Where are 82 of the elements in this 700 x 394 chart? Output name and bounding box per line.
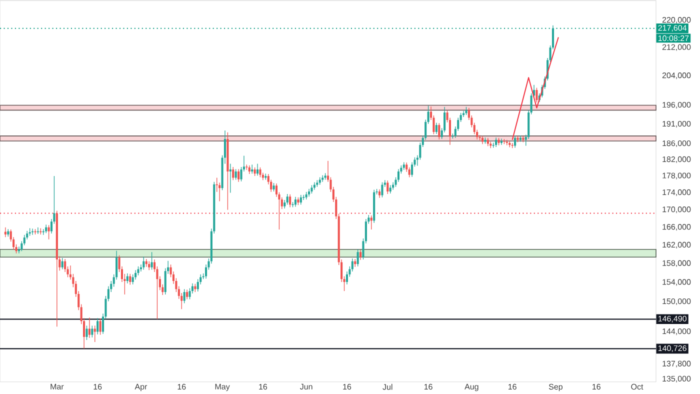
- ref-line-label: 217,604: [658, 25, 687, 32]
- x-tick-label: 16: [424, 384, 432, 390]
- candlestick: [322, 174, 324, 182]
- candlestick: [229, 163, 232, 194]
- candlestick: [132, 274, 134, 285]
- candlestick: [126, 273, 128, 284]
- y-tick-label: 150,000: [662, 298, 691, 306]
- x-tick-label: Jun: [300, 384, 312, 390]
- candlestick: [495, 137, 498, 148]
- y-tick-label: 166,000: [662, 224, 691, 231]
- candlestick: [88, 317, 90, 338]
- x-tick-label: 16: [259, 384, 268, 390]
- ref-line-label: 140,726: [658, 345, 686, 352]
- y-tick-label: 196,000: [662, 102, 691, 109]
- x-tick-label: Apr: [134, 384, 148, 392]
- candlestick: [386, 180, 389, 194]
- candlestick: [238, 168, 240, 182]
- y-tick-label: 178,000: [662, 172, 691, 180]
- candlestick: [356, 249, 359, 267]
- candlestick: [381, 182, 384, 198]
- y-tick-label: 162,000: [662, 242, 691, 249]
- y-tick-label: 174,000: [662, 189, 691, 196]
- candlestick: [308, 188, 310, 197]
- candlestick: [370, 215, 372, 230]
- candlestick: [259, 167, 262, 178]
- candlestick: [91, 325, 94, 338]
- x-tick-label: 16: [178, 384, 186, 390]
- candlestick: [378, 189, 381, 198]
- candlestick: [519, 135, 522, 142]
- candlestick: [61, 258, 64, 270]
- candlestick: [411, 162, 414, 178]
- ref-line-label: 146,490: [658, 316, 686, 322]
- candlestick: [294, 196, 297, 208]
- candlestick: [256, 163, 259, 176]
- y-tick-label: 191,000: [662, 120, 691, 128]
- x-tick-label: Sep: [548, 384, 562, 392]
- candlestick: [289, 194, 292, 208]
- candlestick: [300, 194, 302, 205]
- candlestick: [150, 252, 153, 270]
- y-tick-label: 144,000: [662, 328, 691, 336]
- y-tick-label: 220,000: [662, 17, 691, 24]
- x-tick-label: 16: [343, 384, 352, 390]
- candlestick: [286, 194, 288, 205]
- x-tick-label: 16: [592, 384, 600, 390]
- candlestick: [142, 256, 145, 270]
- candlestick: [196, 278, 199, 292]
- x-tick-label: Mar: [50, 384, 64, 390]
- line-series: [512, 36, 559, 140]
- y-tick-label: 204,000: [662, 72, 691, 80]
- candlestick: [4, 227, 6, 238]
- candlestick: [96, 318, 99, 335]
- candlestick: [514, 135, 516, 148]
- x-tick-label: May: [215, 384, 230, 392]
- x-tick-label: 16: [508, 384, 516, 390]
- x-tick-label: 16: [94, 384, 102, 390]
- y-tick-label: 135,000: [662, 376, 691, 382]
- candlestick: [500, 138, 503, 146]
- candlestick: [186, 289, 188, 300]
- candlestick: [232, 166, 234, 181]
- y-tick-label: 154,000: [662, 279, 691, 286]
- text: 10:08:27: [658, 35, 689, 42]
- candlestick: [48, 224, 50, 240]
- candlestick: [99, 318, 102, 336]
- candlestick: [94, 325, 96, 342]
- y-tick-label: 182,000: [662, 156, 691, 164]
- candlestick: [188, 288, 191, 300]
- candlestick: [435, 122, 438, 134]
- x-tick-label: Oct: [631, 384, 644, 390]
- y-tick-label: 186,000: [662, 140, 691, 148]
- candlestick: [360, 249, 362, 260]
- candlestick: [536, 87, 538, 103]
- candlestick: [183, 288, 186, 304]
- candlestick: [438, 122, 440, 140]
- y-tick-label: 158,000: [662, 260, 691, 267]
- candlestick: [234, 168, 237, 180]
- candlestick: [86, 325, 88, 340]
- x-tick-label: Jul: [382, 384, 392, 390]
- candlestick: [129, 274, 132, 286]
- y-tick-label: 212,000: [662, 44, 691, 51]
- x-tick-label: Aug: [464, 384, 478, 392]
- y-tick-label: 170,000: [662, 206, 691, 214]
- y-tick-label: 137,800: [662, 360, 691, 368]
